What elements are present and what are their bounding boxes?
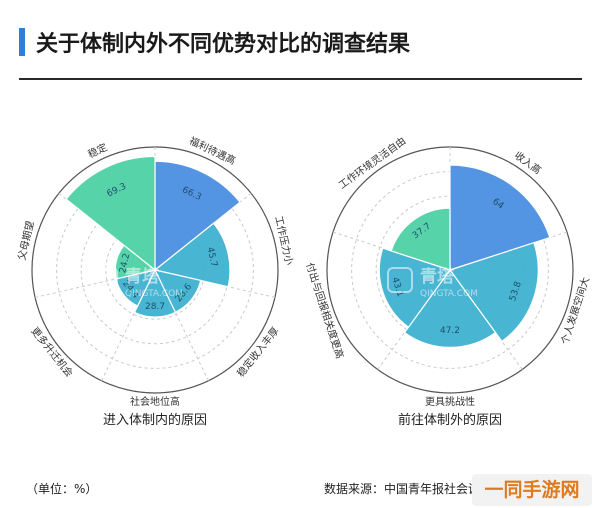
- watermark-icon: [92, 267, 118, 293]
- site-badge: 一同手游网: [472, 474, 592, 506]
- wedge-2: [153, 222, 231, 288]
- watermark-cn: 青塔: [420, 266, 455, 287]
- category-label: 付出与回报相关度更高: [303, 261, 346, 360]
- wedge-2: [449, 241, 539, 343]
- wedge-1: [449, 164, 551, 271]
- wedge-4: [133, 268, 177, 318]
- page-title: 关于体制内外不同优势对比的调查结果: [36, 32, 411, 57]
- title-accent-bar: [19, 28, 25, 56]
- watermark-en: QINGTA.COM: [125, 289, 183, 299]
- wedge-3: [403, 268, 497, 349]
- value-label: 47.2: [440, 326, 460, 336]
- chart-caption: 前往体制外的原因: [398, 412, 502, 428]
- category-label: 收入高: [512, 149, 544, 177]
- value-label: 24.2: [118, 252, 132, 274]
- wedge-1: [154, 160, 241, 272]
- category-label: 工作压力小: [272, 215, 296, 267]
- category-label: 更多升迁机会: [28, 324, 76, 379]
- watermark-logo: 青塔 QINGTA.COM: [387, 266, 478, 299]
- category-label: 个人发展空间大: [558, 275, 592, 346]
- wedge-5: [390, 207, 451, 271]
- watermark-icon: [387, 267, 413, 293]
- category-label: 工作环境灵活自由: [336, 134, 408, 192]
- watermark-en: QINGTA.COM: [420, 289, 478, 299]
- unit-note: （单位：%）: [26, 482, 98, 496]
- category-label: 社会地位高: [130, 395, 180, 408]
- category-label: 更具挑战性: [425, 395, 475, 408]
- wedge-7: [65, 155, 156, 272]
- category-label: 福利待遇高: [187, 134, 238, 167]
- chart-caption: 进入体制内的原因: [103, 412, 207, 428]
- data-source: 数据来源：中国青年报社会调查中心: [324, 482, 517, 496]
- watermark-logo: 青塔 QINGTA.COM: [92, 266, 183, 299]
- title-divider: [19, 78, 582, 80]
- category-label: 稳定收入丰厚: [234, 324, 282, 379]
- watermark-cn: 青塔: [125, 266, 160, 287]
- value-label: 45.7: [204, 246, 218, 268]
- value-label: 28.7: [145, 302, 165, 312]
